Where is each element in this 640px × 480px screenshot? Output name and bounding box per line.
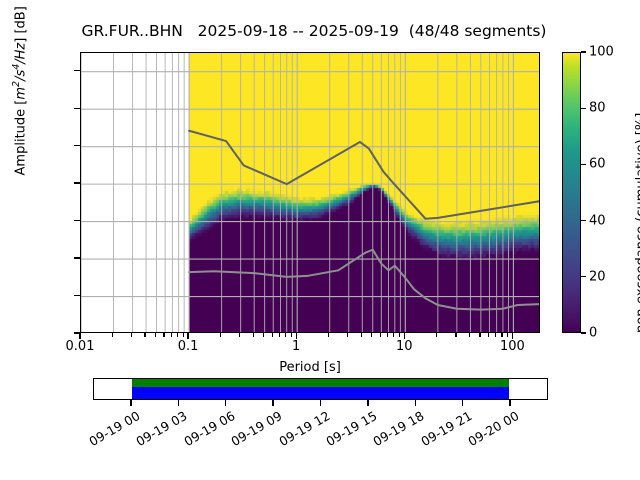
x-tick-mark: [295, 333, 297, 339]
y-tick-mark: [74, 107, 80, 109]
timeline-tick-mark: [509, 400, 511, 406]
colorbar-tick-label: 100: [589, 44, 614, 60]
x-tick-mark: [379, 333, 381, 337]
colorbar-tick-mark: [581, 332, 586, 334]
ppsd-plot-area[interactable]: [80, 52, 540, 333]
x-tick-mark: [144, 333, 146, 337]
timeline-tick-mark: [272, 400, 274, 406]
x-tick-mark: [398, 333, 400, 337]
x-tick-mark: [170, 333, 172, 337]
x-tick-mark: [487, 333, 490, 337]
colorbar-tick-label: 60: [589, 156, 606, 172]
timeline-tick-mark: [319, 400, 322, 406]
y-tick-mark: [74, 70, 80, 72]
data-coverage-timeline[interactable]: [93, 378, 548, 400]
y-tick-mark: [74, 294, 80, 297]
x-tick-mark: [360, 333, 362, 337]
colorbar-tick-label: 0: [589, 325, 598, 341]
data-coverage-blue: [131, 386, 510, 399]
x-tick-mark: [219, 333, 222, 337]
x-tick-mark: [187, 333, 189, 339]
timeline-tick-mark: [367, 400, 369, 406]
x-tick-label: 0.01: [65, 339, 95, 354]
x-tick-mark: [347, 333, 349, 337]
x-tick-label: 100: [499, 339, 525, 354]
x-axis-label: Period [s]: [279, 360, 341, 375]
x-tick-mark: [271, 333, 273, 337]
psd-histogram-image: [81, 53, 539, 332]
x-tick-mark: [506, 333, 509, 337]
x-tick-mark: [501, 333, 503, 337]
y-tick-mark: [74, 145, 80, 147]
timeline-tick-label: 09-19 12: [275, 408, 332, 450]
y-tick-mark: [74, 182, 80, 184]
x-tick-mark: [468, 333, 471, 337]
x-tick-mark: [278, 333, 281, 337]
colorbar[interactable]: [562, 52, 581, 333]
timeline-tick-label: 09-19 18: [370, 408, 427, 450]
x-tick-mark: [130, 333, 133, 337]
x-tick-mark: [479, 333, 481, 337]
x-tick-mark: [403, 333, 405, 339]
data-coverage-green: [131, 379, 510, 387]
y-tick-mark: [74, 257, 80, 259]
x-tick-mark: [163, 333, 165, 337]
x-tick-mark: [393, 333, 395, 337]
x-tick-mark: [328, 333, 330, 337]
timeline-tick-label: 09-19 15: [323, 408, 380, 450]
timeline-tick-label: 09-19 00: [86, 408, 143, 450]
x-tick-mark: [285, 333, 287, 337]
colorbar-tick-mark: [581, 163, 586, 166]
x-tick-mark: [239, 333, 241, 337]
x-tick-label: 10: [396, 339, 413, 354]
x-tick-mark: [455, 333, 457, 337]
x-tick-mark: [79, 333, 81, 339]
y-tick-mark: [74, 219, 80, 222]
figure-title: GR.FUR..BHN 2025-09-18 -- 2025-09-19 (48…: [81, 22, 547, 40]
timeline-tick-label: 09-20 00: [465, 408, 522, 450]
x-tick-label: 1: [292, 339, 301, 354]
x-tick-mark: [176, 333, 179, 337]
colorbar-label: non-exceedance (cumulative) [%]: [634, 112, 640, 333]
x-tick-mark: [436, 333, 438, 337]
timeline-tick-mark: [177, 400, 179, 406]
colorbar-tick-label: 20: [589, 269, 606, 285]
x-tick-mark: [263, 333, 265, 337]
timeline-tick-mark: [462, 400, 464, 406]
x-tick-mark: [290, 333, 292, 337]
timeline-tick-label: 09-19 09: [228, 408, 285, 450]
x-tick-mark: [182, 333, 184, 337]
x-tick-mark: [252, 333, 254, 337]
x-tick-mark: [386, 333, 389, 337]
colorbar-tick-label: 40: [589, 213, 606, 229]
colorbar-tick-mark: [581, 219, 586, 222]
x-tick-mark: [495, 333, 497, 337]
timeline-tick-label: 09-19 06: [181, 408, 238, 450]
x-tick-mark: [154, 333, 157, 337]
timeline-tick-mark: [130, 400, 132, 406]
colorbar-tick-label: 80: [589, 100, 606, 116]
colorbar-tick-mark: [581, 107, 586, 109]
x-tick-label: 0.1: [177, 339, 199, 354]
x-tick-mark: [511, 333, 514, 339]
timeline-tick-label: 09-19 03: [133, 408, 190, 450]
colorbar-tick-mark: [581, 51, 586, 53]
x-tick-mark: [371, 333, 373, 337]
y-axis-label: Amplitude [m2/s4/Hz] [dB]: [11, 6, 29, 176]
x-tick-mark: [111, 333, 114, 337]
timeline-tick-mark: [225, 400, 227, 406]
colorbar-tick-mark: [581, 276, 586, 278]
y-tick-mark: [74, 332, 80, 334]
timeline-tick-label: 09-19 21: [418, 408, 475, 450]
timeline-tick-mark: [414, 400, 416, 406]
